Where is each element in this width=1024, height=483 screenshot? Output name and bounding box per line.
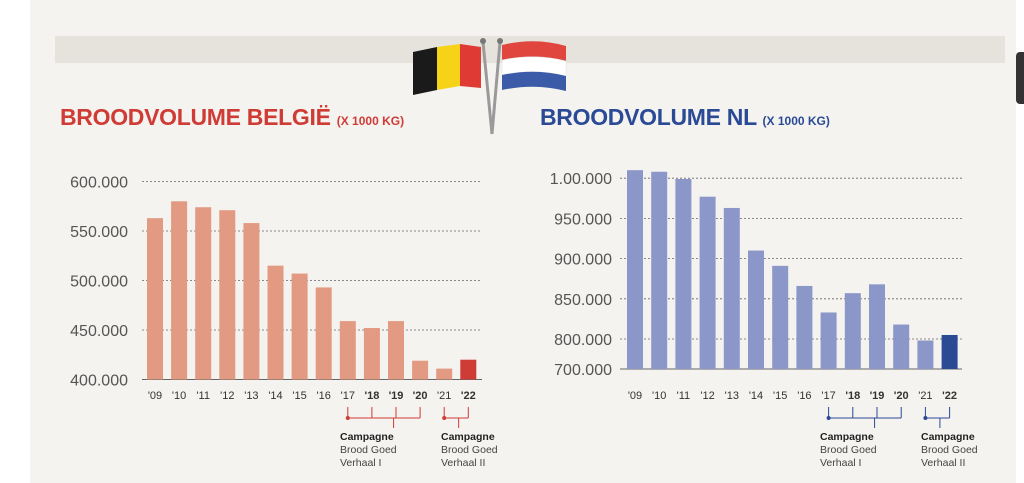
nl-y-tick-label: 1.00.000 — [550, 171, 612, 188]
be-campaign-bracket — [345, 407, 421, 428]
be-x-tick-label: '20 — [413, 390, 428, 402]
be-bar-12 — [219, 210, 236, 380]
be-bar-19 — [388, 321, 404, 380]
nl-x-tick-label: '16 — [797, 390, 811, 402]
be-x-tick-label: '14 — [268, 390, 282, 402]
be-campaign-line1: Brood Goed — [441, 444, 498, 456]
be-bar-15 — [291, 273, 308, 380]
nl-y-tick-label: 700.000 — [554, 362, 612, 379]
be-bar-14 — [267, 265, 284, 380]
be-x-tick-label: '21 — [437, 390, 451, 402]
be-bar-21 — [436, 368, 453, 380]
nl-x-tick-label: '19 — [870, 390, 885, 402]
nl-bar-16 — [796, 285, 813, 369]
nl-campaign-line2: Verhaal I — [820, 457, 861, 469]
be-x-tick-label: '12 — [220, 390, 234, 402]
be-y-tick-label: 500.000 — [70, 274, 128, 291]
nl-campaign-line2: Verhaal II — [921, 457, 965, 469]
nl-bar-13 — [723, 207, 740, 369]
nl-bar-21 — [917, 340, 934, 369]
nl-bar-11 — [675, 179, 692, 369]
nl-bar-10 — [651, 171, 668, 369]
be-bar-13 — [243, 223, 260, 380]
nl-campaign-bracket — [923, 407, 951, 428]
nl-bar-22 — [941, 334, 958, 369]
be-campaign-line2: Verhaal I — [340, 457, 381, 469]
netherlands-chart-title: BROODVOLUME NL (X 1000 KG) — [540, 104, 830, 131]
be-x-tick-label: '17 — [341, 390, 355, 402]
nl-bar-12 — [699, 196, 716, 369]
be-campaign-title: Campagne — [340, 431, 394, 443]
be-bar-10 — [171, 201, 188, 380]
be-y-tick-label: 450.000 — [70, 323, 128, 340]
scrollbar-handle[interactable] — [1016, 52, 1024, 104]
be-x-tick-label: '09 — [148, 390, 162, 402]
nl-bar-18 — [844, 293, 861, 369]
be-bar-16 — [315, 287, 332, 380]
be-x-tick-label: '10 — [172, 390, 186, 402]
be-bar-17 — [339, 321, 356, 380]
be-campaign-title: Campagne — [441, 431, 495, 443]
nl-x-tick-label: '14 — [749, 390, 763, 402]
nl-y-tick-label: 850.000 — [554, 292, 612, 309]
nl-bar-15 — [772, 265, 789, 369]
nl-campaign-title: Campagne — [921, 431, 975, 443]
be-campaign-line1: Brood Goed — [340, 444, 397, 456]
be-x-tick-label: '16 — [317, 390, 331, 402]
be-x-tick-label: '18 — [364, 390, 379, 402]
nl-bar-19 — [869, 284, 885, 369]
be-y-tick-label: 400.000 — [70, 373, 128, 390]
netherlands-title-main: BROODVOLUME NL — [540, 104, 757, 130]
nl-bar-17 — [820, 312, 837, 369]
be-bar-09 — [147, 218, 163, 380]
nl-x-tick-label: '21 — [918, 390, 932, 402]
belgium-flag-icon — [413, 38, 494, 135]
belgium-title-main: BROODVOLUME BELGIË — [60, 104, 331, 130]
nl-bar-14 — [748, 250, 764, 369]
netherlands-title-unit: (X 1000 KG) — [762, 114, 830, 128]
netherlands-flag-icon — [490, 38, 567, 135]
be-bar-20 — [412, 360, 429, 380]
nl-campaign-line1: Brood Goed — [820, 444, 877, 456]
be-y-tick-label: 550.000 — [70, 224, 128, 241]
nl-y-tick-label: 800.000 — [554, 332, 612, 349]
be-campaign-bracket — [442, 407, 469, 428]
nl-x-tick-label: '20 — [894, 390, 909, 402]
be-bar-22 — [460, 359, 477, 380]
nl-bar-09 — [627, 170, 643, 369]
nl-x-tick-label: '17 — [821, 390, 835, 402]
nl-x-tick-label: '15 — [773, 390, 787, 402]
nl-x-tick-label: '13 — [725, 390, 739, 402]
belgium-title-unit: (X 1000 KG) — [336, 114, 405, 128]
be-campaign-line2: Verhaal II — [441, 457, 485, 469]
be-x-tick-label: '11 — [196, 390, 210, 402]
nl-x-tick-label: '10 — [652, 390, 666, 402]
be-x-tick-label: '19 — [389, 390, 404, 402]
nl-campaign-bracket — [826, 407, 902, 428]
be-x-tick-label: '15 — [292, 390, 306, 402]
nl-y-tick-label: 950.000 — [554, 211, 612, 228]
nl-x-tick-label: '11 — [677, 390, 691, 402]
nl-x-tick-label: '22 — [942, 390, 957, 402]
nl-x-tick-label: '18 — [845, 390, 860, 402]
nl-campaign-line1: Brood Goed — [921, 444, 978, 456]
belgium-chart-title: BROODVOLUME BELGIË (X 1000 KG) — [60, 104, 404, 131]
nl-x-tick-label: '12 — [700, 390, 714, 402]
be-x-tick-label: '13 — [244, 390, 258, 402]
be-x-tick-label: '22 — [461, 390, 476, 402]
nl-x-tick-label: '09 — [628, 390, 642, 402]
nl-campaign-title: Campagne — [820, 431, 874, 443]
nl-bar-20 — [893, 324, 910, 369]
nl-y-tick-label: 900.000 — [554, 252, 612, 269]
be-bar-18 — [363, 328, 380, 380]
be-y-tick-label: 600.000 — [70, 175, 128, 192]
be-bar-11 — [195, 207, 212, 380]
